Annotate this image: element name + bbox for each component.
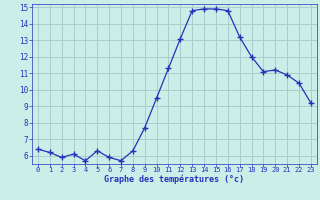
X-axis label: Graphe des températures (°c): Graphe des températures (°c)	[104, 175, 244, 184]
